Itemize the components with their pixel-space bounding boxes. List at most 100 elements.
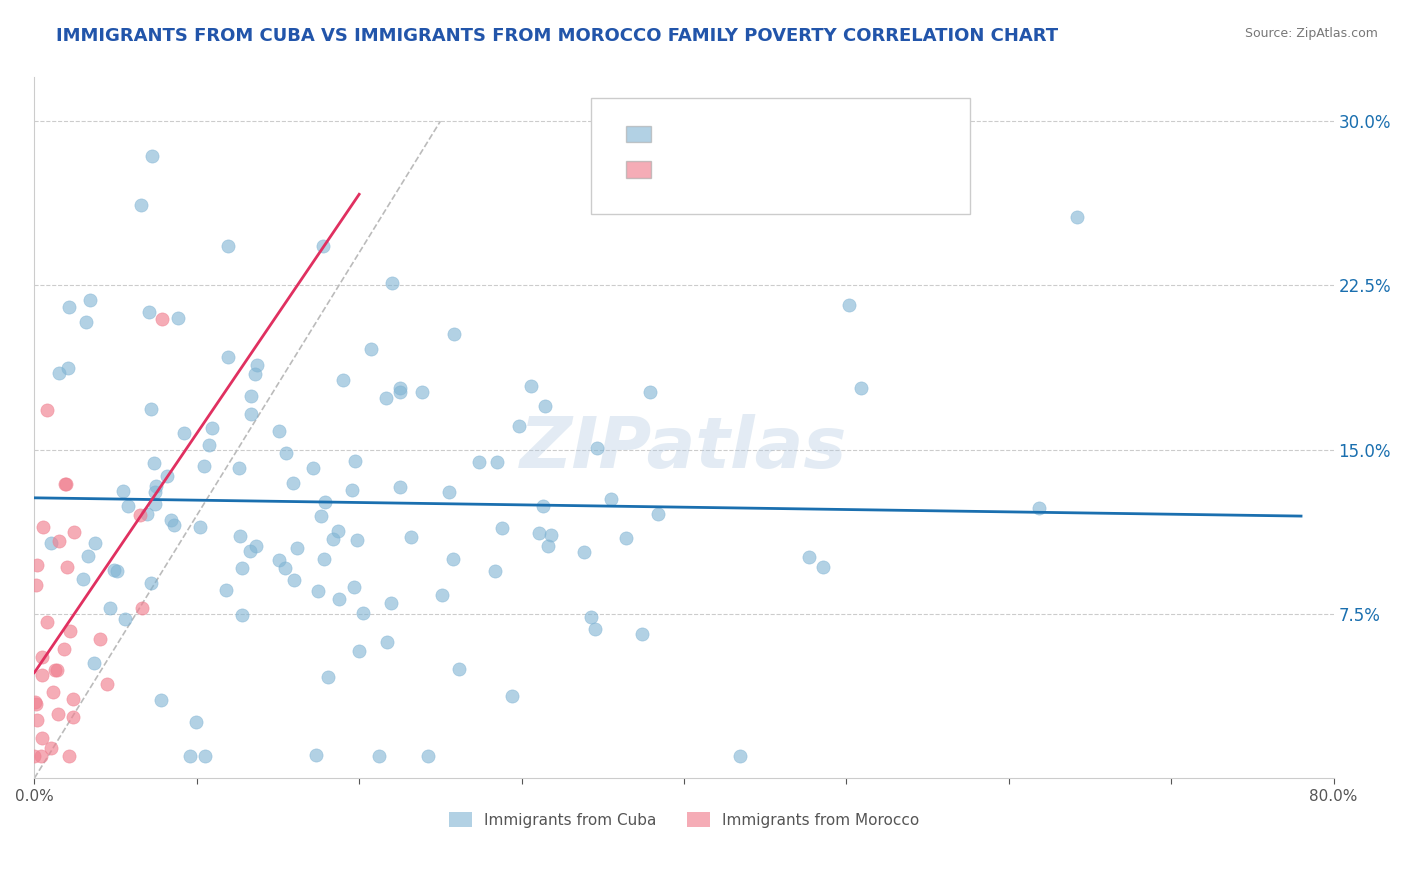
Cuba	[343, 454, 366, 468]
Cuba	[217, 239, 239, 253]
Cuba	[83, 535, 105, 549]
Cuba	[239, 544, 262, 558]
Cuba	[797, 549, 820, 564]
Morocco	[131, 600, 153, 615]
Cuba	[443, 327, 465, 342]
Text: -0.023: -0.023	[696, 125, 755, 143]
Morocco	[22, 749, 45, 764]
Cuba	[388, 380, 411, 394]
Cuba	[534, 399, 557, 413]
Cuba	[186, 715, 208, 730]
Cuba	[508, 418, 530, 433]
Morocco	[30, 749, 52, 764]
Cuba	[143, 496, 166, 510]
Cuba	[231, 560, 253, 574]
Morocco	[31, 668, 53, 682]
Morocco	[44, 663, 66, 677]
Cuba	[143, 485, 166, 500]
Cuba	[388, 480, 411, 494]
Cuba	[305, 747, 328, 762]
Cuba	[56, 361, 79, 376]
Cuba	[79, 293, 101, 307]
Cuba	[380, 596, 402, 610]
Cuba	[141, 149, 163, 163]
Cuba	[352, 606, 374, 620]
Morocco	[58, 749, 80, 764]
Morocco	[31, 649, 53, 664]
Cuba	[114, 612, 136, 626]
Morocco	[24, 694, 46, 708]
Morocco	[129, 508, 152, 523]
Morocco	[63, 525, 86, 540]
Cuba	[138, 305, 160, 319]
Cuba	[150, 693, 173, 707]
Cuba	[267, 553, 290, 567]
Cuba	[239, 389, 262, 403]
Cuba	[117, 499, 139, 513]
Cuba	[83, 657, 105, 671]
Cuba	[229, 529, 252, 543]
Cuba	[142, 456, 165, 470]
Cuba	[375, 635, 398, 649]
Cuba	[112, 484, 135, 499]
Morocco	[150, 312, 173, 326]
Morocco	[46, 707, 69, 722]
Morocco	[96, 677, 118, 691]
Text: Source: ZipAtlas.com: Source: ZipAtlas.com	[1244, 27, 1378, 40]
Morocco	[62, 692, 84, 706]
Cuba	[491, 521, 513, 535]
Cuba	[730, 749, 752, 764]
Text: ZIPatlas: ZIPatlas	[520, 415, 848, 483]
Cuba	[285, 541, 308, 556]
Cuba	[441, 552, 464, 566]
Cuba	[139, 401, 162, 416]
Cuba	[529, 525, 551, 540]
Cuba	[583, 622, 606, 636]
Cuba	[283, 573, 305, 587]
Morocco	[89, 632, 111, 646]
Cuba	[307, 583, 329, 598]
Cuba	[600, 491, 623, 506]
Cuba	[416, 749, 439, 764]
Morocco	[48, 534, 70, 549]
Cuba	[1066, 210, 1088, 224]
Cuba	[217, 350, 239, 364]
Cuba	[188, 520, 211, 534]
Morocco	[59, 624, 82, 638]
Cuba	[267, 424, 290, 438]
Cuba	[179, 748, 201, 763]
Cuba	[389, 384, 412, 399]
Cuba	[360, 342, 382, 356]
Cuba	[198, 438, 221, 452]
Cuba	[540, 527, 562, 541]
Cuba	[343, 580, 366, 594]
Cuba	[468, 455, 491, 469]
Cuba	[326, 524, 349, 538]
Cuba	[838, 298, 860, 312]
Cuba	[437, 484, 460, 499]
Morocco	[55, 477, 77, 491]
Text: R =: R =	[662, 161, 699, 178]
Text: N = 122: N = 122	[792, 125, 866, 143]
Cuba	[301, 461, 323, 475]
Cuba	[430, 588, 453, 602]
Cuba	[447, 661, 470, 675]
Cuba	[346, 533, 368, 548]
Morocco	[37, 615, 59, 629]
Cuba	[1028, 500, 1050, 515]
Cuba	[194, 749, 217, 764]
Cuba	[231, 608, 253, 623]
Cuba	[103, 563, 125, 577]
Cuba	[411, 384, 433, 399]
Morocco	[39, 741, 62, 756]
Morocco	[25, 713, 48, 727]
Cuba	[273, 560, 295, 574]
Cuba	[314, 552, 336, 566]
Cuba	[193, 458, 215, 473]
Cuba	[579, 610, 602, 624]
Cuba	[631, 627, 654, 641]
Cuba	[537, 539, 560, 553]
Cuba	[531, 500, 554, 514]
Cuba	[215, 583, 238, 598]
Legend: Immigrants from Cuba, Immigrants from Morocco: Immigrants from Cuba, Immigrants from Mo…	[443, 805, 925, 834]
